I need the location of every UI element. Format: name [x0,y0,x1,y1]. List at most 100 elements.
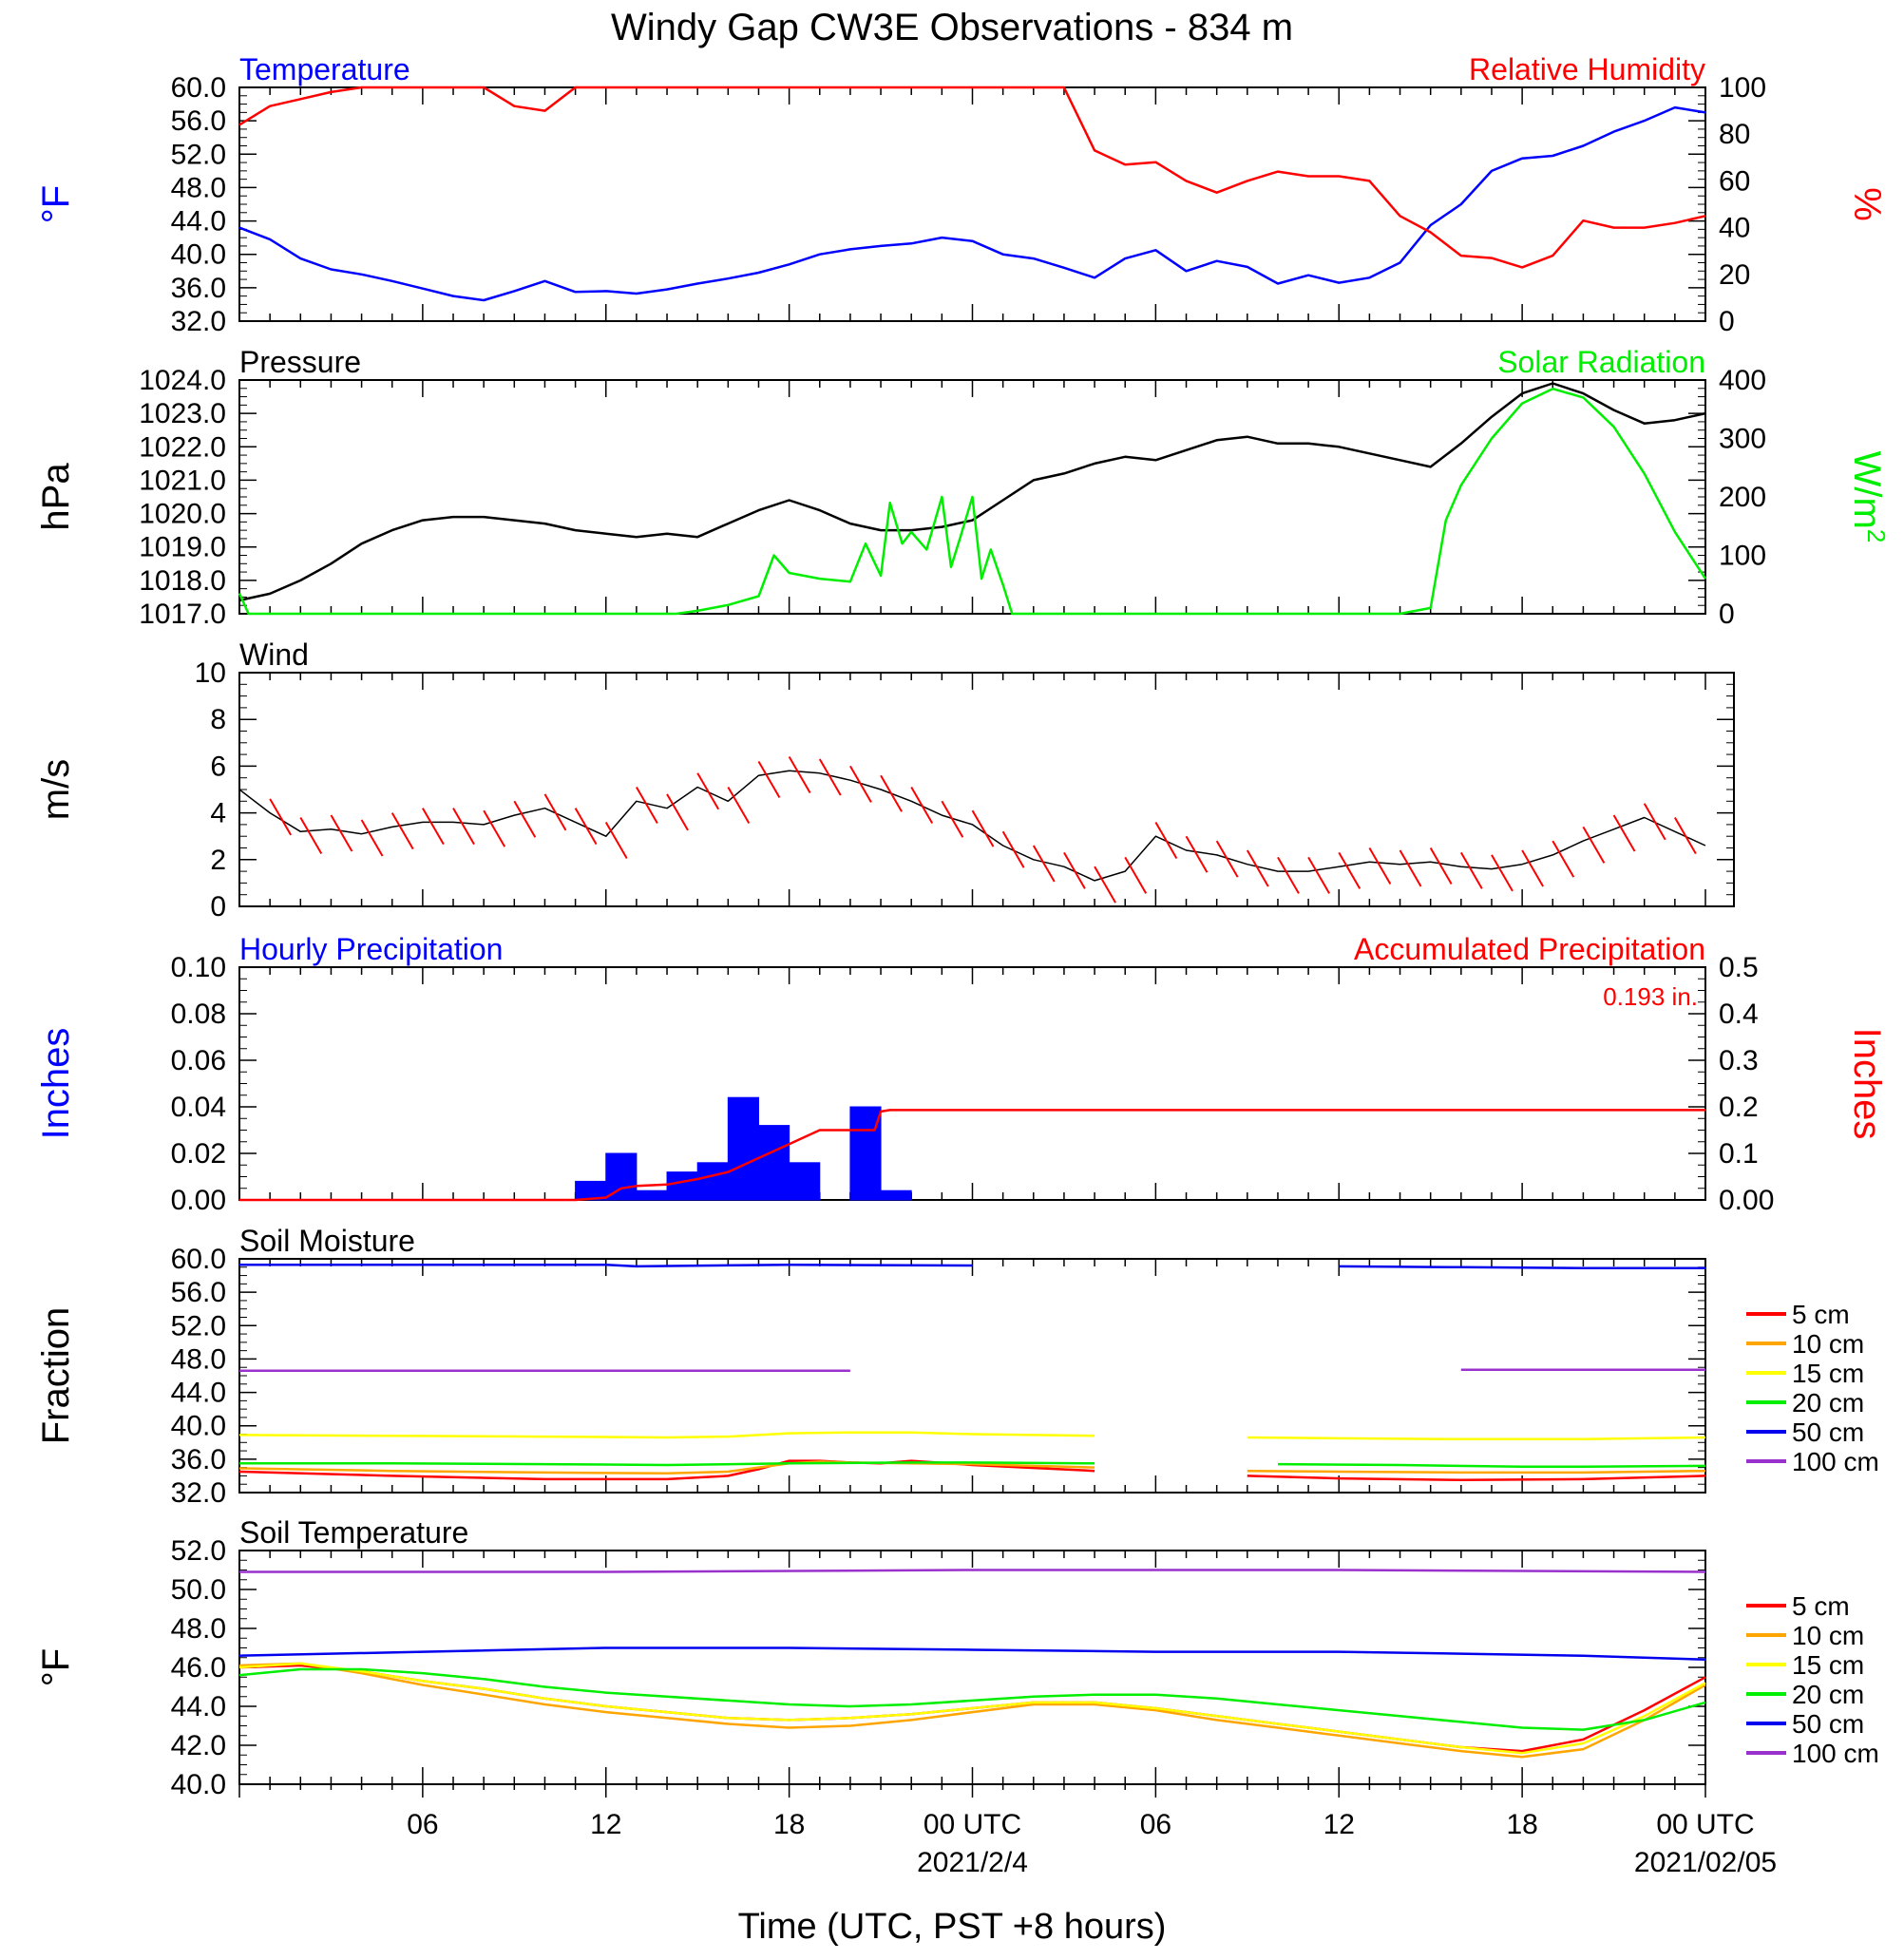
y-right-tick-label: 0.1 [1719,1138,1759,1170]
panel-title-left: Temperature [239,52,410,86]
y-tick-label: 60.0 [171,1244,226,1275]
y-tick-label: 8 [210,704,226,735]
x-tick-label: 12 [1323,1809,1355,1840]
x-tick-label: 00 UTC [1656,1809,1754,1840]
y-tick-label: 0 [210,891,226,923]
y-tick-label: 0.04 [171,1092,226,1123]
wind-barb [971,809,995,847]
wind-barb [1459,851,1483,889]
series-line [238,770,1706,882]
y-tick-label: 44.0 [171,1378,226,1409]
precip-bar [757,1125,790,1201]
series-line [238,1459,1706,1482]
y-tick-label: 0.08 [171,999,226,1030]
precip-bar [789,1162,821,1201]
panel-title-left: Wind [239,637,309,672]
y-right-tick-label: 40 [1719,213,1750,244]
legend-label: 10 cm [1792,1621,1864,1650]
accumulated-annotation: 0.193 in. [1603,982,1698,1011]
series-line [239,1368,1705,1372]
wind-barb [1001,830,1025,868]
series-line [239,1263,1705,1269]
y-right-tick-label: 0.5 [1719,952,1759,983]
y-tick-label: 0.10 [171,952,226,983]
wind-barb [483,809,506,847]
wind-barb [269,798,293,836]
x-tick-label: 18 [773,1809,805,1840]
y-right-tick-label: 0.2 [1719,1092,1759,1123]
y-right-tick-label: 400 [1719,365,1766,396]
wind-barb [636,787,658,825]
wind-barb [543,793,567,831]
panel-title-left: Pressure [239,345,361,379]
y-axis-label-superscript: 2 [1862,529,1891,542]
legend-label: 10 cm [1792,1329,1864,1359]
y-tick-label: 52.0 [171,1310,226,1342]
y-tick-label: 56.0 [171,105,226,137]
y-tick-label: 44.0 [171,1691,226,1722]
y-right-tick-label: 200 [1719,482,1766,513]
precip-bar [605,1152,638,1201]
series-line [238,1662,1706,1755]
series-line [238,1662,1706,1759]
panel-title-left: Soil Moisture [239,1224,415,1258]
y-tick-label: 0.00 [171,1185,226,1216]
legend-label: 50 cm [1792,1418,1864,1447]
y-tick-label: 40.0 [171,1769,226,1800]
y-right-tick-label: 0.00 [1719,1185,1774,1216]
accumulated-line [239,1109,1705,1202]
y-tick-label: 1024.0 [139,365,226,396]
y-axis-label-left: Inches [35,1028,77,1140]
wind-barb [880,774,903,812]
wind-barb [452,808,475,846]
precip-bar [849,1106,882,1201]
series-line [238,1431,1706,1441]
precip-bar [880,1189,912,1201]
y-axis-label-right: % [1846,187,1888,221]
wind-barb [1399,849,1422,887]
y-tick-label: 52.0 [171,1535,226,1567]
precip-bar [696,1162,729,1201]
legend-label: 15 cm [1792,1650,1864,1680]
legend-label: 5 cm [1792,1300,1850,1329]
y-tick-label: 4 [210,798,226,829]
y-tick-label: 1017.0 [139,599,226,630]
series-line [238,387,1707,616]
panel-frame-2 [238,672,1735,907]
wind-barb [757,760,781,798]
wind-barb [1673,817,1697,855]
y-right-tick-label: 80 [1719,119,1750,150]
legend-label: 15 cm [1792,1359,1864,1388]
legend-label: 100 cm [1792,1447,1879,1476]
wind-barb [574,808,598,846]
x-tick-label: 12 [590,1809,621,1840]
y-tick-label: 2 [210,845,226,876]
wind-barb [666,793,689,831]
wind-barb [1246,849,1269,887]
panel-frame-4 [238,1258,1706,1494]
wind-barb [1094,866,1116,904]
y-tick-label: 10 [195,657,226,689]
y-tick-label: 48.0 [171,1343,226,1375]
y-tick-label: 1022.0 [139,431,226,463]
legend-label: 50 cm [1792,1709,1864,1739]
wind-barb [1032,845,1056,883]
panel-title-left: Hourly Precipitation [239,932,503,966]
y-tick-label: 48.0 [171,1613,226,1645]
wind-barb [849,765,872,803]
wind-barb [1307,856,1330,894]
chart-title: Windy Gap CW3E Observations - 834 m [611,7,1293,48]
x-date-label: 2021/02/05 [1634,1847,1777,1878]
y-tick-label: 42.0 [171,1730,226,1761]
y-axis-label-left: hPa [35,463,77,531]
y-axis-label-left: °F [35,185,77,223]
precip-bar [666,1171,698,1201]
wind-barb [941,800,964,838]
y-axis-label-right: W/m2 [1846,451,1891,543]
legend-label: 20 cm [1792,1388,1864,1418]
x-tick-label: 00 UTC [923,1809,1021,1840]
y-tick-label: 36.0 [171,1444,226,1475]
wind-barb [1215,840,1239,878]
